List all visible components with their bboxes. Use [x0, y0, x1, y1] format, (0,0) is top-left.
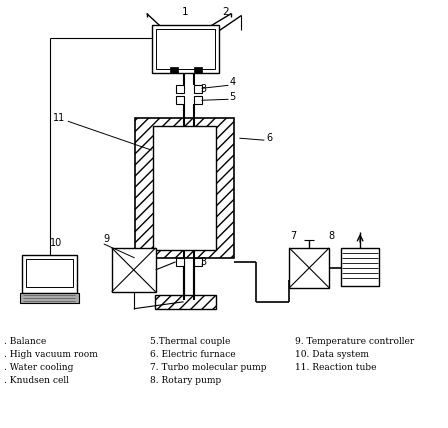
Text: 3: 3	[201, 84, 207, 94]
Text: 1: 1	[182, 8, 189, 18]
Text: 9: 9	[104, 234, 110, 244]
Bar	[194, 96, 202, 104]
Text: 10: 10	[50, 238, 62, 248]
Text: . Knudsen cell: . Knudsen cell	[4, 376, 69, 385]
Bar	[194, 85, 202, 93]
Bar	[155, 30, 215, 69]
Bar	[176, 96, 184, 104]
Text: 9. Temperature controller: 9. Temperature controller	[295, 337, 414, 346]
Bar	[155, 295, 216, 309]
Text: 5: 5	[229, 92, 236, 102]
Bar	[151, 25, 220, 73]
Bar	[22, 255, 77, 293]
Bar	[170, 67, 177, 73]
Bar	[135, 118, 234, 258]
Bar	[20, 293, 79, 303]
Bar	[194, 258, 202, 266]
Bar	[289, 248, 329, 288]
Text: . Balance: . Balance	[4, 337, 46, 346]
Text: 5.Thermal couple: 5.Thermal couple	[150, 337, 230, 346]
Text: 10. Data system: 10. Data system	[295, 350, 369, 359]
Text: 7: 7	[290, 231, 297, 241]
Bar	[341, 248, 379, 286]
Bar	[26, 259, 73, 287]
Bar	[176, 85, 184, 93]
Text: . Water cooling: . Water cooling	[4, 363, 73, 372]
Text: 6. Electric furnace: 6. Electric furnace	[150, 350, 235, 359]
Text: 4: 4	[229, 77, 236, 87]
Text: 2: 2	[222, 8, 229, 18]
Bar	[194, 67, 202, 73]
Bar	[153, 126, 216, 250]
Text: . High vacuum room: . High vacuum room	[4, 350, 98, 359]
Bar	[176, 258, 184, 266]
Text: 3: 3	[201, 257, 207, 267]
Text: 7. Turbo molecular pump: 7. Turbo molecular pump	[150, 363, 266, 372]
Bar	[112, 248, 155, 292]
Text: 6: 6	[267, 133, 272, 143]
Text: 8. Rotary pump: 8. Rotary pump	[150, 376, 221, 385]
Text: 11. Reaction tube: 11. Reaction tube	[295, 363, 377, 372]
Text: 8: 8	[328, 231, 334, 241]
Text: 11: 11	[53, 113, 65, 123]
